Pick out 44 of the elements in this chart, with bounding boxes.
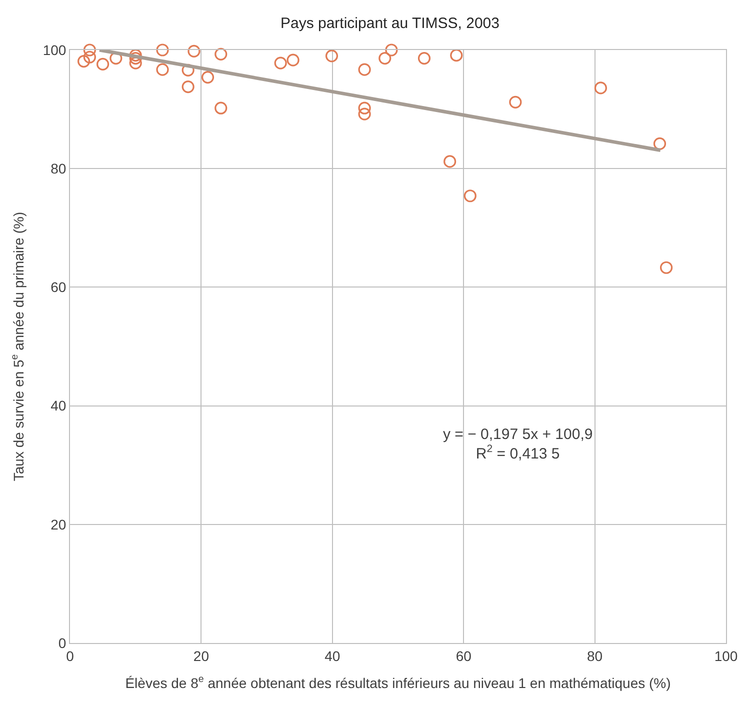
point xyxy=(385,44,398,56)
point xyxy=(129,49,142,62)
point xyxy=(594,82,607,94)
point xyxy=(358,63,371,76)
point xyxy=(129,56,142,70)
point xyxy=(325,50,338,62)
point xyxy=(188,44,200,58)
point xyxy=(274,56,287,70)
point xyxy=(96,58,110,71)
point xyxy=(77,54,90,68)
point xyxy=(214,102,228,114)
y-tick-label: 0 xyxy=(58,634,66,651)
point xyxy=(378,52,392,65)
point xyxy=(444,155,456,168)
y-tick-label: 100 xyxy=(42,42,66,58)
point xyxy=(156,44,169,56)
point xyxy=(156,63,169,76)
x-tick-label: 100 xyxy=(714,648,738,664)
point xyxy=(286,54,300,66)
point xyxy=(214,48,228,60)
x-tick-label: 20 xyxy=(193,648,210,664)
point xyxy=(653,137,666,150)
y-tick-label: 60 xyxy=(50,279,66,296)
y-tick-label: 80 xyxy=(50,160,66,176)
annotation: y = − 0,197 5x + 100,9 R$^{2}$ = 0,413 5 xyxy=(443,426,593,462)
point xyxy=(450,49,463,62)
x-tick-label: 60 xyxy=(456,648,472,664)
point xyxy=(83,50,96,64)
x-axis-title: Élèves de 8$^{e}$ année obtenant des résultats inférieurs au niveau 1 en mathématiques (%) xyxy=(125,674,671,692)
point xyxy=(182,80,194,94)
x-tick-label: 80 xyxy=(587,648,603,664)
chart-title: Pays participant au TIMSS, 2003 xyxy=(280,15,500,32)
point xyxy=(509,96,522,108)
point xyxy=(129,52,142,65)
point xyxy=(358,108,371,120)
point xyxy=(358,102,371,114)
x-tick-label: 40 xyxy=(324,648,340,664)
point xyxy=(201,70,214,84)
point xyxy=(83,44,96,56)
point xyxy=(418,52,431,65)
point xyxy=(464,190,476,202)
y-tick-label: 40 xyxy=(50,398,66,414)
point xyxy=(660,261,673,274)
y-tick-label: 20 xyxy=(50,516,66,532)
